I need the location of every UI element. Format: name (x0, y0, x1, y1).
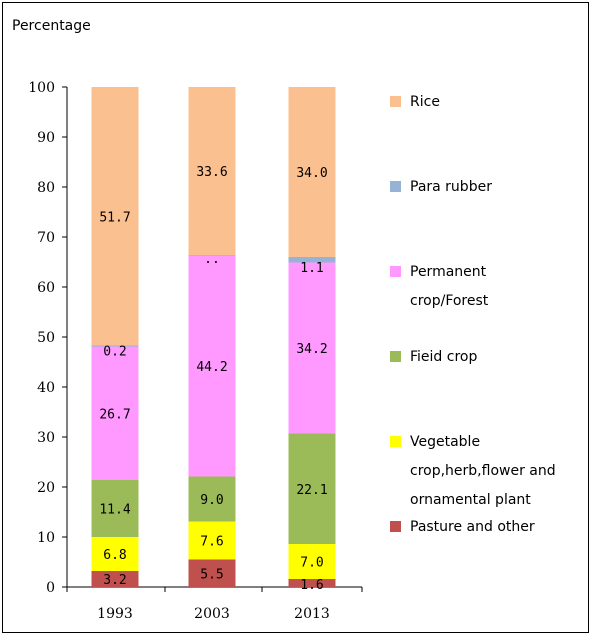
legend-label: Permanent (410, 264, 487, 280)
legend-swatch (390, 181, 401, 192)
data-label: 34.0 (296, 166, 327, 181)
bar-segment (288, 544, 336, 579)
legend-swatch (390, 436, 401, 447)
data-label: 34.2 (296, 342, 327, 357)
bar-segment (91, 537, 139, 571)
data-label: 11.4 (99, 503, 130, 518)
data-label: 26.7 (99, 407, 130, 422)
bar-segment (188, 521, 236, 560)
legend-label: Pasture and other (410, 519, 535, 535)
data-label: 7.0 (300, 556, 323, 571)
legend: Rice Para rubber Permanent crop/Forest Fieid… (390, 94, 556, 535)
x-tick-label: 1993 (97, 606, 133, 622)
bar-segment (188, 255, 236, 477)
y-tick-label: 90 (37, 130, 55, 146)
y-tick-label: 50 (37, 330, 55, 346)
bar-segment (91, 346, 139, 480)
bar-segment (91, 571, 139, 587)
axes: 0 10 20 30 40 50 60 70 80 90 100 1993 2003 2013 (28, 80, 363, 622)
data-label: 3.2 (103, 573, 126, 588)
y-tick-label: 60 (37, 280, 55, 296)
y-tick-label: 10 (37, 530, 55, 546)
y-tick-label: 100 (28, 80, 55, 96)
data-label: 0.2 (103, 345, 126, 360)
data-label: .. (204, 252, 220, 267)
x-tick-label: 2013 (294, 606, 330, 622)
x-tick-label: 2003 (194, 606, 230, 622)
legend-label: crop/Forest (410, 293, 489, 309)
legend-label: Vegetable (410, 434, 480, 450)
data-label: 5.5 (200, 567, 223, 582)
data-label: 7.6 (200, 535, 223, 550)
y-tick-label: 40 (37, 380, 55, 396)
bar-segment (288, 257, 336, 263)
legend-label: Fieid crop (410, 349, 477, 365)
bar-segment (91, 345, 139, 347)
bar-segment (288, 433, 336, 544)
data-label: 33.6 (196, 165, 227, 180)
legend-label: ornamental plant (410, 492, 531, 508)
bar-segment (91, 87, 139, 346)
data-label: 44.2 (196, 360, 227, 375)
legend-swatch (390, 266, 401, 277)
data-labels: 3.2 6.8 11.4 26.7 0.2 51.7 5.5 7.6 9.0 44.2.. 33.6… (99, 165, 327, 593)
bar-segment (188, 255, 236, 256)
y-axis-title: Percentage (12, 18, 91, 34)
data-label: 6.8 (103, 548, 126, 563)
legend-label: Para rubber (410, 179, 492, 195)
y-tick-label: 0 (46, 580, 55, 596)
bar-segment (288, 262, 336, 434)
bar-segment (91, 480, 139, 537)
legend-label: Rice (410, 94, 440, 110)
data-label: 9.0 (200, 493, 223, 508)
bar-segment (188, 559, 236, 587)
bar-segment (288, 579, 336, 587)
bar-segment (188, 476, 236, 522)
data-label: 51.7 (99, 210, 130, 225)
legend-swatch (390, 96, 401, 107)
bar-segment (188, 87, 236, 255)
legend-label: crop,herb,flower and (410, 463, 556, 479)
y-tick-label: 70 (37, 230, 55, 246)
data-label: 1.1 (300, 261, 323, 276)
bar-segment (288, 87, 336, 257)
legend-swatch (390, 351, 401, 362)
bars (91, 87, 336, 587)
data-label: 1.6 (300, 578, 323, 593)
legend-swatch (390, 521, 401, 532)
data-label: 22.1 (296, 483, 327, 498)
y-tick-label: 30 (37, 430, 55, 446)
y-tick-label: 80 (37, 180, 55, 196)
y-tick-label: 20 (37, 480, 55, 496)
